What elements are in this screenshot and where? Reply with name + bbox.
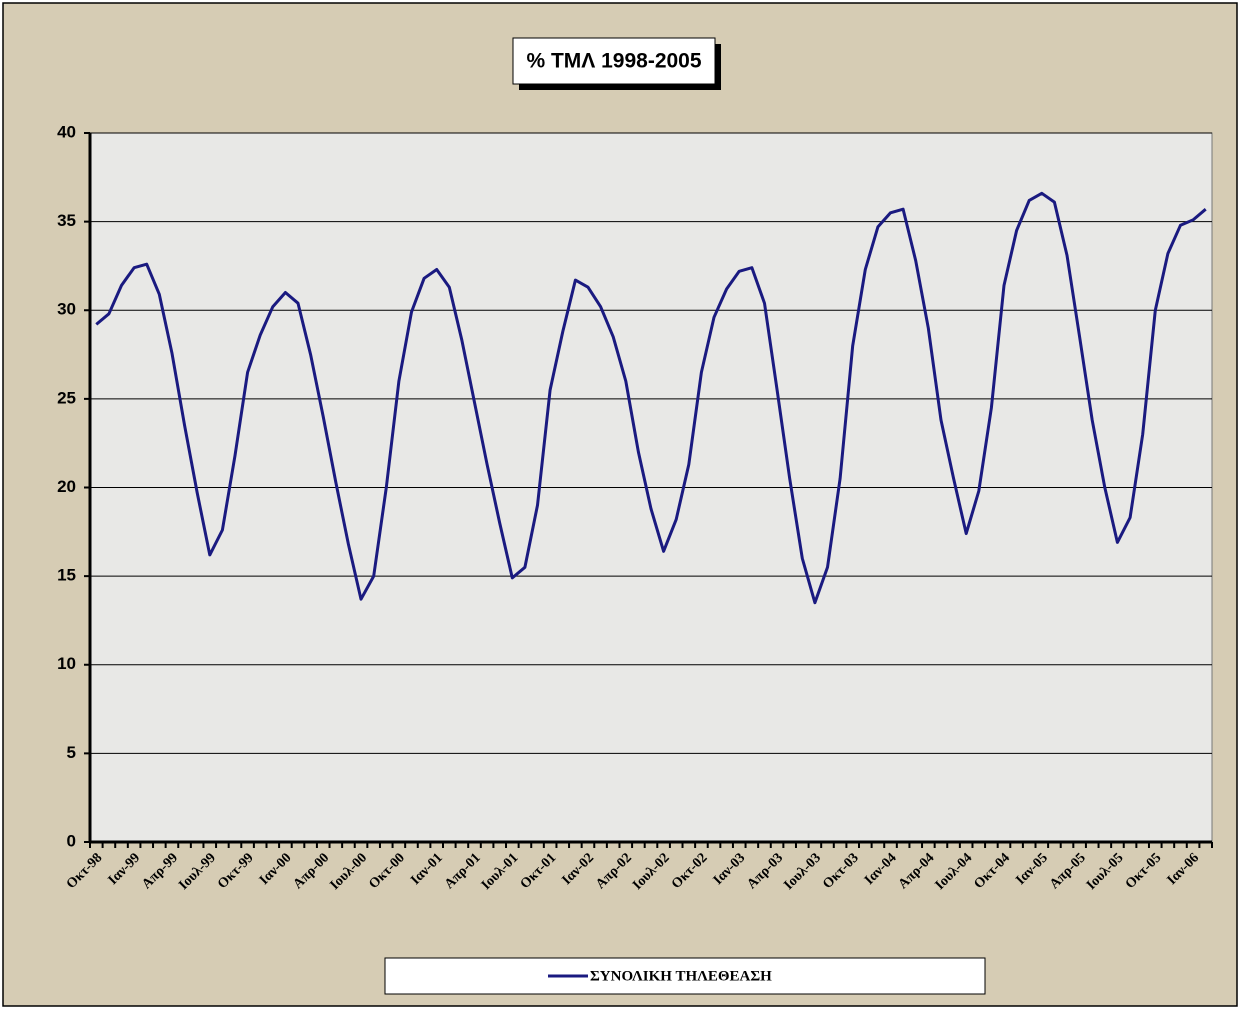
y-tick-label: 25 [57,388,76,407]
y-tick-label: 5 [67,743,76,762]
chart-title: % ΤΜΛ 1998-2005 [526,50,701,73]
title-box [512,37,716,85]
y-tick-label: 15 [57,566,76,585]
data-line [95,191,1207,605]
y-tick-label: 35 [57,211,76,230]
y-tick-label: 0 [67,831,76,850]
y-tick-label: 10 [57,654,76,673]
y-tick-label: 40 [57,122,76,141]
legend-label: ΣΥΝΟΛΙΚΗ ΤΗΛΕΘΕΑΣΗ [590,968,772,984]
legend-box [384,957,986,995]
y-tick-label: 20 [57,477,76,496]
y-tick-label: 30 [57,300,76,319]
